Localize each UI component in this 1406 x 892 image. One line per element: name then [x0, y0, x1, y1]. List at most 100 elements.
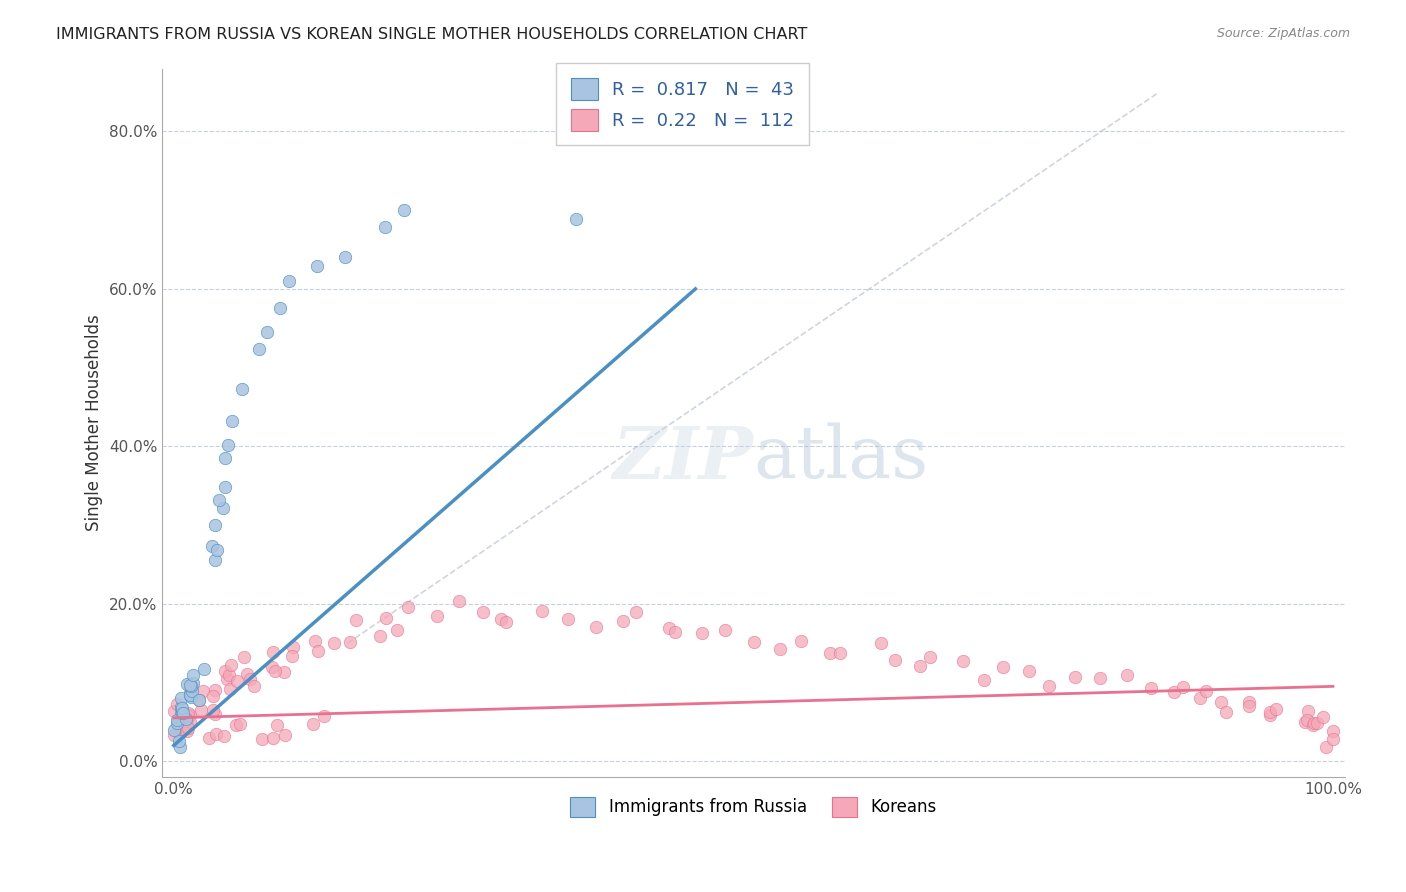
Point	[180, 679, 202, 693]
Point	[219, 658, 242, 673]
Point	[198, 731, 221, 745]
Point	[211, 501, 233, 516]
Point	[612, 615, 634, 629]
Point	[870, 636, 893, 650]
Point	[204, 706, 226, 721]
Point	[169, 725, 191, 739]
Point	[344, 613, 367, 627]
Point	[304, 633, 326, 648]
Point	[169, 740, 191, 755]
Point	[179, 678, 201, 692]
Point	[187, 693, 209, 707]
Point	[179, 685, 201, 699]
Point	[176, 714, 198, 728]
Point	[307, 260, 329, 274]
Point	[1312, 710, 1334, 724]
Point	[172, 706, 194, 720]
Point	[266, 718, 288, 732]
Point	[908, 659, 931, 673]
Point	[205, 543, 228, 558]
Point	[163, 704, 186, 718]
Point	[394, 203, 416, 218]
Point	[1302, 718, 1324, 732]
Point	[229, 717, 252, 731]
Point	[181, 676, 204, 690]
Point	[181, 668, 204, 682]
Point	[1171, 680, 1194, 694]
Point	[177, 708, 200, 723]
Point	[204, 726, 226, 740]
Point	[339, 634, 361, 648]
Text: Source: ZipAtlas.com: Source: ZipAtlas.com	[1216, 27, 1350, 40]
Point	[167, 733, 190, 747]
Point	[789, 634, 811, 648]
Point	[1296, 713, 1319, 727]
Point	[690, 626, 713, 640]
Point	[215, 672, 238, 686]
Point	[323, 636, 346, 650]
Point	[269, 301, 291, 315]
Point	[173, 711, 195, 725]
Point	[204, 553, 226, 567]
Point	[170, 691, 193, 706]
Point	[426, 609, 449, 624]
Point	[179, 715, 201, 730]
Point	[191, 683, 214, 698]
Point	[172, 701, 194, 715]
Text: atlas: atlas	[754, 423, 929, 493]
Point	[204, 683, 226, 698]
Point	[624, 605, 647, 619]
Point	[217, 438, 239, 452]
Point	[170, 706, 193, 720]
Point	[489, 612, 512, 626]
Point	[214, 479, 236, 493]
Point	[1296, 705, 1319, 719]
Point	[1140, 681, 1163, 695]
Point	[1322, 723, 1344, 738]
Point	[742, 635, 765, 649]
Point	[952, 654, 974, 668]
Point	[1188, 691, 1211, 706]
Point	[664, 624, 686, 639]
Point	[1239, 699, 1261, 714]
Point	[166, 716, 188, 731]
Point	[1215, 706, 1237, 720]
Point	[163, 728, 186, 742]
Point	[176, 724, 198, 739]
Point	[169, 699, 191, 714]
Point	[208, 492, 231, 507]
Point	[243, 679, 266, 693]
Point	[180, 683, 202, 698]
Point	[235, 667, 257, 681]
Point	[262, 645, 284, 659]
Point	[233, 650, 256, 665]
Point	[375, 610, 398, 624]
Point	[250, 732, 273, 747]
Point	[180, 690, 202, 704]
Point	[166, 724, 188, 739]
Point	[239, 672, 262, 686]
Point	[1195, 684, 1218, 698]
Point	[396, 599, 419, 614]
Point	[179, 708, 201, 723]
Point	[202, 690, 225, 704]
Point	[176, 677, 198, 691]
Point	[256, 326, 278, 340]
Point	[177, 721, 200, 735]
Point	[174, 712, 197, 726]
Text: ZIP: ZIP	[613, 423, 754, 493]
Point	[1116, 668, 1139, 682]
Point	[883, 653, 905, 667]
Legend: Immigrants from Russia, Koreans: Immigrants from Russia, Koreans	[562, 789, 945, 825]
Point	[307, 644, 329, 658]
Point	[374, 219, 396, 234]
Point	[214, 451, 236, 466]
Point	[973, 673, 995, 687]
Point	[314, 709, 336, 723]
Y-axis label: Single Mother Households: Single Mother Households	[86, 314, 103, 531]
Point	[218, 668, 240, 682]
Point	[830, 646, 852, 660]
Point	[1088, 671, 1111, 685]
Point	[262, 731, 284, 745]
Point	[225, 717, 247, 731]
